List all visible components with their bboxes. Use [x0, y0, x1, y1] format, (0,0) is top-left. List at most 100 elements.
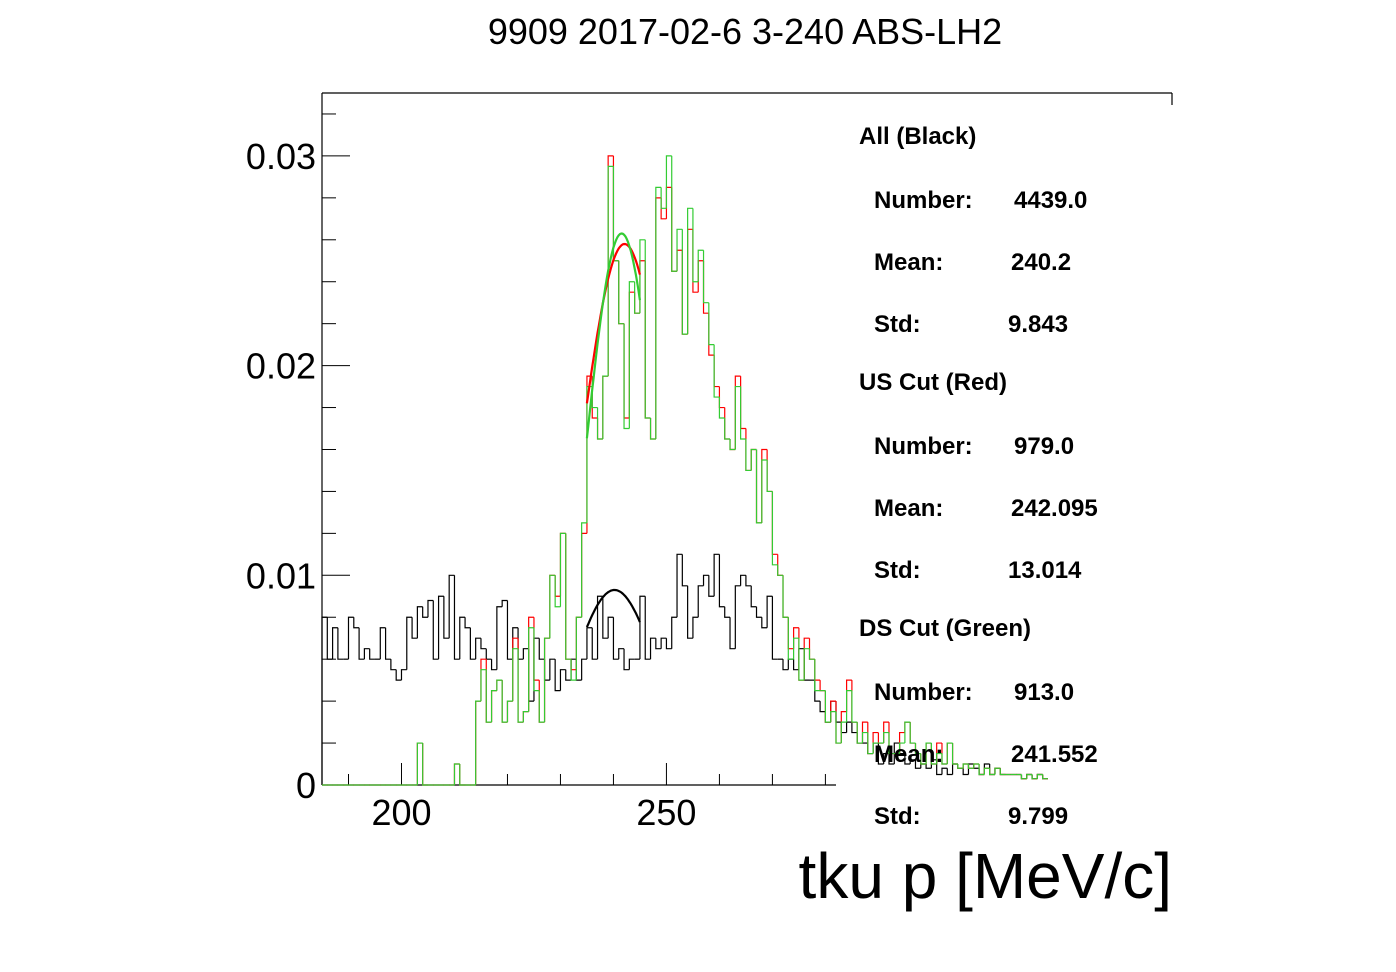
- histogram-bin: [755, 449, 762, 524]
- histogram-bin: [369, 648, 375, 660]
- histogram-bin: [1026, 773, 1033, 779]
- histogram-bin: [437, 595, 444, 660]
- histogram-bin: [575, 659, 582, 681]
- histogram-bin: [771, 491, 778, 566]
- histogram-bin: [840, 722, 847, 734]
- histogram-bin: [655, 638, 662, 650]
- histogram-bin: [649, 418, 656, 440]
- histogram-bin: [602, 375, 609, 439]
- histogram-bin: [729, 439, 736, 451]
- histogram-bin: [708, 302, 715, 346]
- histogram-bin: [755, 449, 762, 524]
- histogram-bin: [453, 763, 460, 785]
- histogram-bin: [692, 616, 699, 639]
- histogram-bin: [602, 596, 609, 639]
- histogram-bin: [814, 659, 821, 681]
- histogram-bin: [936, 752, 942, 765]
- histogram-bin: [755, 606, 762, 618]
- histogram-bin: [750, 448, 757, 471]
- histogram-bin: [777, 564, 784, 576]
- histogram-bin: [761, 459, 768, 523]
- histogram-bin: [347, 616, 354, 660]
- stats-value-number: 913.0: [1014, 679, 1074, 706]
- x-tick-label: 200: [371, 792, 431, 833]
- histogram-bin: [517, 627, 524, 660]
- histogram-bin: [989, 768, 995, 776]
- histogram-bin: [506, 700, 513, 723]
- histogram-bin: [639, 260, 646, 314]
- histogram-bin: [596, 595, 603, 660]
- histogram-bin: [946, 768, 953, 776]
- histogram-bin: [793, 659, 799, 671]
- histogram-bin: [914, 743, 921, 755]
- fit-curve: [585, 242, 641, 404]
- histogram-bin: [1036, 773, 1043, 779]
- histogram-bin: [559, 532, 566, 597]
- histogram-bin: [353, 617, 360, 629]
- histogram-bin: [782, 575, 789, 618]
- histogram-bin: [528, 627, 534, 712]
- histogram-bin: [612, 617, 619, 660]
- histogram-bin: [856, 732, 863, 744]
- histogram-bin: [962, 763, 969, 769]
- stats-heading: All (Black): [859, 123, 976, 150]
- histogram-bin: [581, 532, 587, 618]
- histogram-bin: [538, 680, 545, 723]
- histogram-bin: [475, 637, 481, 660]
- histogram-bin: [522, 711, 529, 723]
- histogram-bin: [824, 711, 831, 723]
- histogram-bin: [480, 669, 487, 702]
- histogram-bin: [1042, 774, 1048, 780]
- histogram-bin: [1020, 774, 1027, 780]
- histogram-bin: [570, 659, 577, 671]
- histogram-bin: [655, 197, 662, 439]
- histogram-bin: [517, 648, 524, 723]
- histogram-bin: [533, 627, 540, 692]
- stats-label-mean: Mean:: [874, 495, 943, 522]
- histogram-bin: [554, 575, 561, 608]
- histogram-bin: [819, 680, 826, 692]
- histogram-bin: [639, 595, 646, 660]
- y-axis: 0 0.01 0.02 0.03: [246, 113, 350, 806]
- histogram-bin: [543, 659, 550, 681]
- histogram-bin: [522, 648, 529, 660]
- stats-label-std: Std:: [874, 557, 921, 584]
- histogram-bin: [671, 187, 678, 272]
- histogram-bin: [697, 260, 704, 293]
- histogram-bin: [936, 759, 942, 776]
- histogram-bin: [830, 711, 836, 723]
- histogram-bin: [740, 376, 746, 430]
- histogram-bin: [787, 617, 794, 650]
- histogram-bin: [904, 721, 911, 744]
- histogram-bin: [543, 637, 550, 723]
- histogram-bin: [718, 397, 725, 419]
- histogram-bin: [861, 731, 868, 744]
- histogram-bin: [321, 616, 328, 785]
- histogram-bin: [676, 553, 683, 618]
- fit-curves: [585, 232, 641, 628]
- stats-value-std: 9.799: [1008, 803, 1068, 830]
- histogram-bin: [798, 627, 805, 681]
- histogram-bin: [1026, 773, 1033, 779]
- histogram-bin: [989, 768, 995, 776]
- histogram-bin: [634, 281, 640, 314]
- histogram-bin: [496, 679, 503, 691]
- histogram-bin: [400, 669, 407, 681]
- histogram-bin: [713, 553, 720, 597]
- histogram-bin: [416, 606, 423, 639]
- histogram-bin: [459, 764, 466, 786]
- histogram-bin: [475, 700, 481, 785]
- histogram-bin: [618, 260, 625, 325]
- y-tick-label: 0.01: [246, 555, 316, 596]
- histogram-bin: [512, 648, 519, 702]
- histogram-bin: [687, 585, 693, 639]
- histogram-bin: [814, 659, 821, 692]
- histogram-bin: [782, 659, 789, 671]
- histogram-bin: [623, 323, 630, 430]
- histogram-bin: [1036, 773, 1043, 779]
- histogram-bin: [528, 648, 534, 702]
- stats-value-std: 13.014: [1008, 557, 1082, 584]
- histogram-bin: [480, 638, 487, 650]
- histogram-bin: [729, 439, 736, 451]
- histogram-bin: [665, 155, 672, 209]
